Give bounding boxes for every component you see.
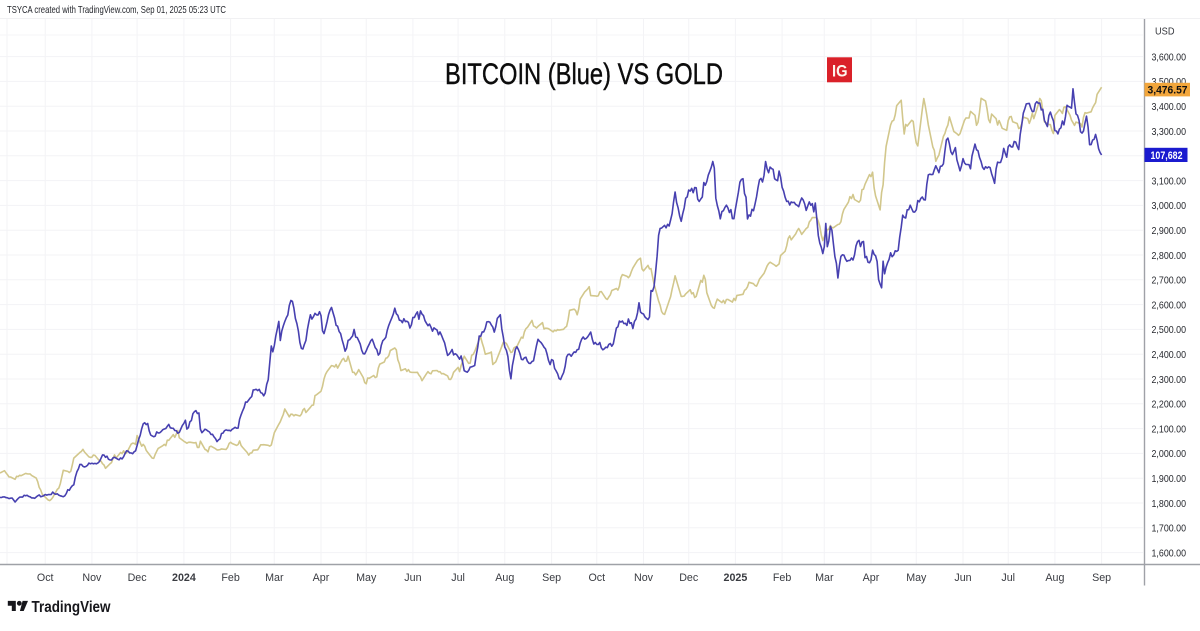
svg-text:1,600.00: 1,600.00 xyxy=(1152,547,1187,559)
svg-text:Dec: Dec xyxy=(679,572,699,584)
svg-text:2024: 2024 xyxy=(172,572,196,584)
svg-text:3,400.00: 3,400.00 xyxy=(1152,101,1187,113)
svg-text:107,682: 107,682 xyxy=(1151,150,1183,162)
svg-text:Sep: Sep xyxy=(1092,572,1111,584)
svg-text:2,700.00: 2,700.00 xyxy=(1152,275,1187,287)
svg-text:2,000.00: 2,000.00 xyxy=(1152,448,1187,460)
svg-text:2,400.00: 2,400.00 xyxy=(1152,349,1187,361)
svg-text:Aug: Aug xyxy=(1045,572,1064,584)
svg-text:3,476.57: 3,476.57 xyxy=(1148,84,1188,96)
svg-text:Apr: Apr xyxy=(313,572,330,584)
svg-text:2,500.00: 2,500.00 xyxy=(1152,324,1187,336)
svg-text:Oct: Oct xyxy=(588,572,605,584)
svg-text:Feb: Feb xyxy=(773,572,791,584)
svg-text:Nov: Nov xyxy=(82,572,102,584)
svg-text:Jul: Jul xyxy=(1001,572,1015,584)
svg-text:2,300.00: 2,300.00 xyxy=(1152,374,1187,386)
svg-text:3,100.00: 3,100.00 xyxy=(1152,175,1187,187)
svg-text:2,800.00: 2,800.00 xyxy=(1152,250,1187,262)
svg-text:Jul: Jul xyxy=(451,572,465,584)
svg-text:3,000.00: 3,000.00 xyxy=(1152,200,1187,212)
svg-text:TradingView: TradingView xyxy=(32,599,111,616)
svg-text:May: May xyxy=(906,572,927,584)
svg-text:1,800.00: 1,800.00 xyxy=(1152,498,1187,510)
svg-text:Mar: Mar xyxy=(815,572,834,584)
svg-text:2,600.00: 2,600.00 xyxy=(1152,299,1187,311)
svg-text:3,600.00: 3,600.00 xyxy=(1152,51,1187,63)
svg-text:Dec: Dec xyxy=(128,572,148,584)
svg-text:2025: 2025 xyxy=(724,572,748,584)
svg-text:Apr: Apr xyxy=(863,572,880,584)
svg-text:Nov: Nov xyxy=(634,572,654,584)
svg-text:Jun: Jun xyxy=(954,572,971,584)
svg-text:1,700.00: 1,700.00 xyxy=(1152,523,1187,535)
svg-text:2,100.00: 2,100.00 xyxy=(1152,423,1187,435)
svg-text:USD: USD xyxy=(1155,26,1175,38)
svg-text:Jun: Jun xyxy=(404,572,421,584)
svg-text:May: May xyxy=(356,572,377,584)
svg-text:Aug: Aug xyxy=(495,572,514,584)
svg-text:TSYCA created with TradingView: TSYCA created with TradingView.com, Sep … xyxy=(7,4,226,16)
svg-text:2,900.00: 2,900.00 xyxy=(1152,225,1187,237)
svg-text:Feb: Feb xyxy=(221,572,239,584)
svg-text:3,300.00: 3,300.00 xyxy=(1152,126,1187,138)
svg-text:IG: IG xyxy=(832,61,848,80)
svg-text:Oct: Oct xyxy=(37,572,54,584)
svg-text:1,900.00: 1,900.00 xyxy=(1152,473,1187,485)
svg-text:2,200.00: 2,200.00 xyxy=(1152,399,1187,411)
svg-text:BITCOIN (Blue) VS GOLD: BITCOIN (Blue) VS GOLD xyxy=(445,58,723,91)
svg-text:Mar: Mar xyxy=(265,572,284,584)
svg-text:Sep: Sep xyxy=(542,572,561,584)
